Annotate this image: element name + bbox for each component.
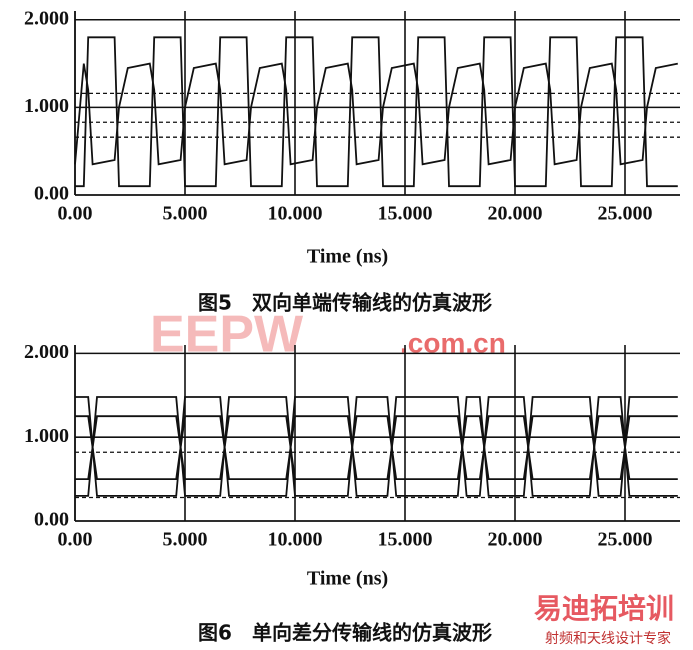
- watermark-slogan: 射频和天线设计专家: [545, 630, 671, 647]
- x-tick-label: 10.000: [268, 203, 323, 225]
- x-tick-label: 5.000: [163, 203, 208, 225]
- y-tick-label: 1.000: [24, 425, 69, 447]
- caption: 图6 单向差分传输线的仿真波形: [198, 621, 492, 645]
- waveform: [75, 36, 678, 188]
- y-tick-label: 2.000: [24, 341, 69, 363]
- y-tick-label: 1.000: [24, 95, 69, 117]
- x-tick-label: 25.000: [598, 203, 653, 225]
- x-tick-label: 5.000: [163, 529, 208, 551]
- caption: 图5 双向单端传输线的仿真波形: [198, 291, 492, 315]
- x-tick-label: 10.000: [268, 529, 323, 551]
- y-tick-label: 2.000: [24, 7, 69, 29]
- x-tick-label: 15.000: [378, 203, 433, 225]
- x-tick-label: 25.000: [598, 529, 653, 551]
- x-tick-label: 15.000: [378, 529, 433, 551]
- waveform: [75, 415, 678, 480]
- x-tick-label: 20.000: [488, 203, 543, 225]
- x-tick-label: 20.000: [488, 529, 543, 551]
- y-tick-label: 0.00: [34, 509, 69, 531]
- waveform: [75, 396, 678, 497]
- x-axis-label: Time (ns): [307, 246, 388, 268]
- waveform: [75, 396, 678, 497]
- watermark-brand: 易迪拓培训: [534, 592, 674, 625]
- waveform: [75, 415, 678, 480]
- y-tick-label: 0.00: [34, 183, 69, 205]
- x-tick-label: 0.00: [58, 529, 93, 551]
- waveform: [74, 62, 678, 166]
- x-tick-label: 0.00: [58, 203, 93, 225]
- x-axis-label: Time (ns): [307, 568, 388, 590]
